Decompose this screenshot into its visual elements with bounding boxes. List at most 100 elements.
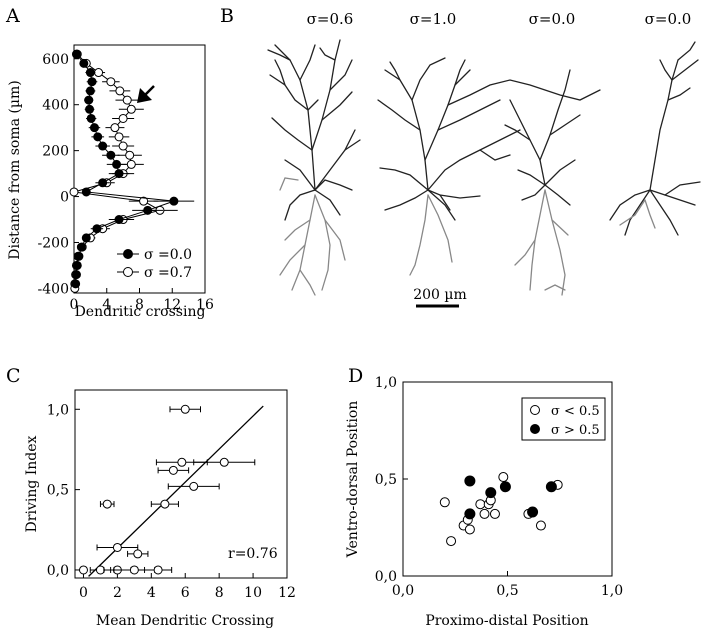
c-xtick-label: 6 — [181, 585, 190, 601]
panel-a-chart: 0 4 8 12 16 600 400 200 0 -200 -400 Dendritic cros… — [7, 44, 214, 320]
panel-a-ylabel: Distance from soma (µm) — [7, 80, 23, 259]
a-ytick-label: 0 — [60, 190, 69, 206]
panel-d-legend: σ < 0.5 σ > 0.5 — [521, 397, 606, 441]
c-data-point — [189, 481, 199, 491]
a-data-point — [118, 141, 128, 151]
a-data-point — [143, 205, 153, 215]
d-data-point — [464, 508, 476, 520]
d-data-point — [499, 481, 511, 493]
legend-label-sigma-lt: σ < 0.5 — [551, 404, 600, 419]
d-xtick-label: 0,0 — [392, 583, 414, 599]
legend-open-marker — [123, 267, 133, 277]
c-ytick-label: 1,0 — [47, 402, 69, 418]
panel-c-xlabel: Mean Dendritic Crossing — [96, 613, 274, 629]
d-data-point — [498, 472, 509, 483]
a-xtick-label: 12 — [163, 297, 181, 313]
a-data-point — [86, 113, 96, 123]
panel-d-xlabel: Proximo-distal Position — [425, 613, 588, 629]
c-data-point — [177, 457, 187, 467]
a-xtick-label: 8 — [135, 297, 144, 313]
c-xtick-label: 12 — [278, 585, 296, 601]
a-data-point — [125, 150, 135, 160]
a-data-point — [118, 113, 128, 123]
a-ytick-label: 400 — [42, 98, 69, 114]
c-data-point — [78, 565, 88, 575]
d-data-point — [446, 536, 457, 547]
a-xtick-label: 16 — [196, 297, 214, 313]
a-data-point — [72, 260, 82, 270]
panel-d-chart: 0,0 0,5 1,0 0,0 0,5 1,0 Proximo-distal Positi… — [345, 375, 623, 629]
c-ytick-label: 0,0 — [47, 563, 69, 579]
c-data-point — [129, 565, 139, 575]
panel-a-legend: σ =0.0 σ =0.7 — [117, 247, 192, 281]
c-data-point — [180, 404, 190, 414]
neuron-1 — [267, 39, 361, 296]
a-data-point — [169, 196, 179, 206]
d-data-point — [545, 481, 557, 493]
a-data-point — [71, 49, 81, 59]
panel-label-d: D — [348, 365, 363, 387]
sigma-label-1: σ=0.6 — [307, 10, 354, 28]
a-data-point — [89, 123, 99, 133]
sigma-label-4: σ=0.0 — [645, 10, 692, 28]
a-data-point — [76, 242, 86, 252]
panel-label-b: B — [220, 5, 234, 27]
a-data-point — [85, 104, 95, 114]
a-data-point — [85, 68, 95, 78]
a-data-point — [114, 132, 124, 142]
a-data-point — [85, 86, 95, 96]
a-data-point — [71, 270, 81, 280]
a-data-point — [71, 279, 81, 289]
a-data-point — [112, 159, 122, 169]
neuron-2 — [377, 57, 601, 276]
d-xtick-label: 0,5 — [496, 583, 518, 599]
arrow-annotation — [137, 85, 155, 103]
panel-c-ylabel: Driving Index — [24, 435, 40, 532]
panel-c-frame — [74, 389, 288, 579]
c-data-point — [95, 565, 105, 575]
a-data-point — [122, 95, 132, 105]
a-data-point — [110, 123, 120, 133]
d-data-point — [527, 506, 539, 518]
neuron-4 — [609, 41, 701, 236]
d-data-point — [464, 524, 475, 535]
panel-c-r-annotation: r=0.76 — [228, 546, 278, 562]
a-data-point — [81, 187, 91, 197]
a-data-point — [94, 68, 104, 78]
panel-b-neurons: σ=0.6 σ=1.0 σ=0.0 σ=0.0 — [267, 10, 701, 308]
c-ytick-label: 0,5 — [47, 483, 69, 499]
a-ytick-label: 600 — [42, 52, 69, 68]
a-data-point — [139, 196, 149, 206]
a-data-point — [87, 77, 97, 87]
a-data-point — [114, 169, 124, 179]
d-data-point — [489, 508, 500, 519]
a-data-point — [98, 178, 108, 188]
d-data-point — [439, 497, 450, 508]
c-data-point — [153, 565, 163, 575]
a-data-point — [74, 251, 84, 261]
d-data-point — [464, 475, 476, 487]
d-data-point — [479, 508, 490, 519]
scale-bar-label: 200 µm — [413, 287, 467, 303]
a-data-point — [115, 86, 125, 96]
legend-label-sigma-07: σ =0.7 — [144, 265, 192, 281]
c-data-point — [168, 465, 178, 475]
panel-label-c: C — [6, 365, 21, 387]
c-data-point — [112, 542, 122, 552]
a-data-point — [92, 224, 102, 234]
a-data-point — [84, 95, 94, 105]
legend-label-sigma-gt: σ > 0.5 — [551, 423, 600, 438]
panel-label-a: A — [5, 5, 20, 27]
panel-a-xlabel: Dendritic crossing — [75, 304, 206, 320]
c-xtick-label: 8 — [215, 585, 224, 601]
panel-c-chart: 0 2 4 6 8 10 12 0,0 0,5 1,0 Mean Dendritic Crossi… — [24, 389, 296, 629]
c-xtick-label: 0 — [79, 585, 88, 601]
a-data-point — [106, 150, 116, 160]
d-ytick-label: 1,0 — [375, 375, 397, 391]
d-xtick-label: 1,0 — [601, 583, 623, 599]
a-ytick-label: -400 — [38, 281, 69, 297]
c-xtick-label: 10 — [244, 585, 262, 601]
c-xtick-label: 4 — [147, 585, 156, 601]
d-ytick-label: 0,0 — [375, 569, 397, 585]
